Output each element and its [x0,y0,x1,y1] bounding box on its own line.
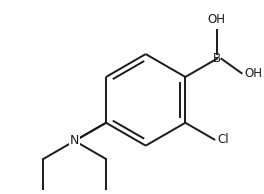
Text: N: N [70,134,79,147]
Text: B: B [213,52,221,65]
Text: OH: OH [244,67,262,80]
Text: Cl: Cl [217,133,229,146]
Text: OH: OH [208,13,226,26]
Text: N: N [70,134,79,147]
